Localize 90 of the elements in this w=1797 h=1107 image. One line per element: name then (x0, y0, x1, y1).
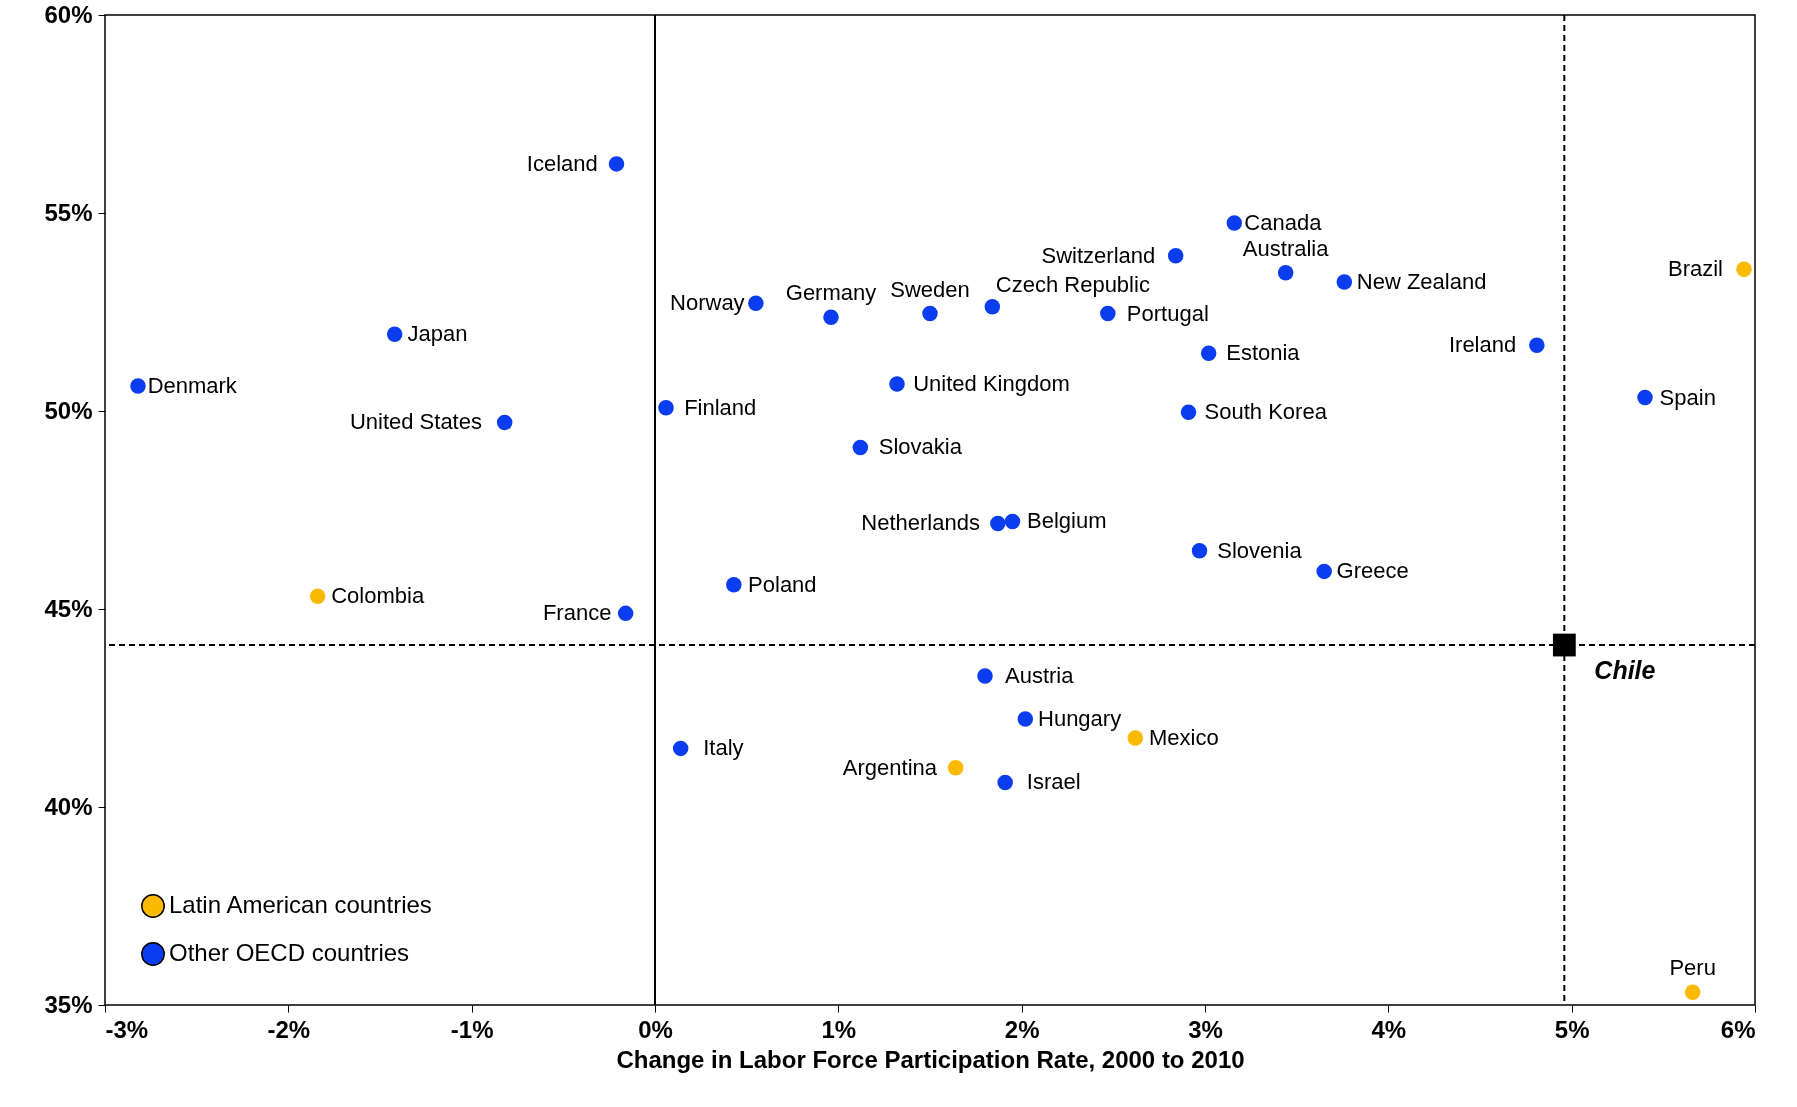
point (748, 295, 764, 312)
annotation: Belgium (1027, 508, 1107, 534)
annotation: Slovakia (878, 434, 963, 460)
annotation: Sweden (890, 276, 970, 302)
annotation: United Kingdom (913, 371, 1070, 397)
annotation: Estonia (1226, 340, 1301, 366)
point (947, 760, 964, 776)
y-tick-label: 40% (44, 792, 93, 820)
point (1637, 389, 1653, 406)
annotation: South Korea (1204, 399, 1328, 425)
point (1180, 404, 1197, 420)
annotation: Argentina (842, 754, 938, 780)
point (1127, 730, 1144, 746)
x-tick-label: 0% (638, 1015, 673, 1043)
annotation: New Zealand (1356, 268, 1487, 294)
point (1226, 215, 1243, 231)
annotation: Denmark (147, 373, 238, 399)
y-tick-label: 45% (44, 594, 93, 622)
legend-label: Latin American countries (169, 891, 432, 918)
annotation: Czech Republic (995, 271, 1150, 297)
point (823, 309, 839, 325)
point (1316, 563, 1332, 580)
annotation: Poland (748, 571, 817, 597)
point (130, 378, 146, 394)
point (496, 414, 513, 431)
annotation: Israel (1026, 769, 1081, 795)
annotation: Switzerland (1041, 242, 1156, 268)
point (658, 400, 674, 416)
point (1684, 984, 1701, 1001)
annotation: Italy (703, 735, 744, 761)
x-tick-label: 2% (1004, 1015, 1040, 1043)
annotation: Austria (1005, 662, 1075, 688)
x-tick-label: 4% (1371, 1015, 1407, 1043)
annotation: Peru (1669, 955, 1716, 981)
point (386, 326, 403, 342)
annotation: Slovenia (1217, 537, 1303, 563)
series-label: Chile (1594, 656, 1656, 685)
annotation: Ireland (1448, 332, 1517, 358)
y-tick-label: 35% (44, 990, 93, 1018)
point (1277, 265, 1294, 281)
x-tick-label: 3% (1188, 1015, 1223, 1043)
annotation: Mexico (1148, 725, 1219, 751)
annotation: Iceland (526, 150, 598, 176)
point (1100, 305, 1116, 322)
y-tick-label: 60% (44, 0, 93, 28)
legend-label: Other OECD countries (169, 939, 410, 966)
annotation: Spain (1659, 384, 1716, 410)
annotation: Norway (670, 290, 745, 316)
x-axis-title: Change in Labor Force Participation Rate, 2000 to 2010 (616, 1045, 1245, 1073)
annotation: Colombia (331, 583, 425, 609)
point (1017, 711, 1034, 727)
point (726, 577, 742, 593)
point (1167, 248, 1184, 264)
point (1336, 274, 1353, 290)
point (889, 376, 905, 392)
point (608, 156, 625, 172)
annotation: Netherlands (861, 510, 980, 536)
point (977, 668, 993, 684)
y-tick-label: 50% (44, 396, 93, 424)
annotation: Portugal (1126, 300, 1209, 326)
x-tick-label: -1% (450, 1015, 494, 1043)
annotation: Australia (1242, 235, 1330, 261)
point (1191, 543, 1208, 559)
point (984, 299, 1001, 315)
point (922, 305, 938, 322)
annotation: Greece (1336, 558, 1409, 584)
x-tick-label: 1% (821, 1015, 857, 1043)
x-tick-label: 5% (1554, 1015, 1590, 1043)
point (617, 605, 634, 622)
y-tick-label: 55% (44, 198, 93, 226)
annotation: France (542, 600, 612, 626)
point (309, 588, 326, 605)
point (1004, 513, 1021, 530)
x-tick-label: 6% (1720, 1015, 1756, 1043)
x-tick-label: -3% (105, 1015, 149, 1043)
point (990, 515, 1006, 532)
annotation: United States (349, 409, 482, 435)
annotation: Finland (684, 394, 757, 420)
point (852, 439, 869, 456)
annotation: Germany (785, 280, 877, 306)
annotation: Canada (1244, 209, 1323, 235)
annotation: Hungary (1038, 706, 1122, 732)
x-tick-label: -2% (267, 1015, 311, 1043)
annotation: Brazil (1667, 256, 1724, 282)
point (1200, 345, 1217, 361)
point (1736, 261, 1752, 277)
point (1529, 337, 1545, 353)
point (672, 740, 689, 757)
annotation: Japan (407, 321, 468, 347)
point (997, 774, 1013, 791)
